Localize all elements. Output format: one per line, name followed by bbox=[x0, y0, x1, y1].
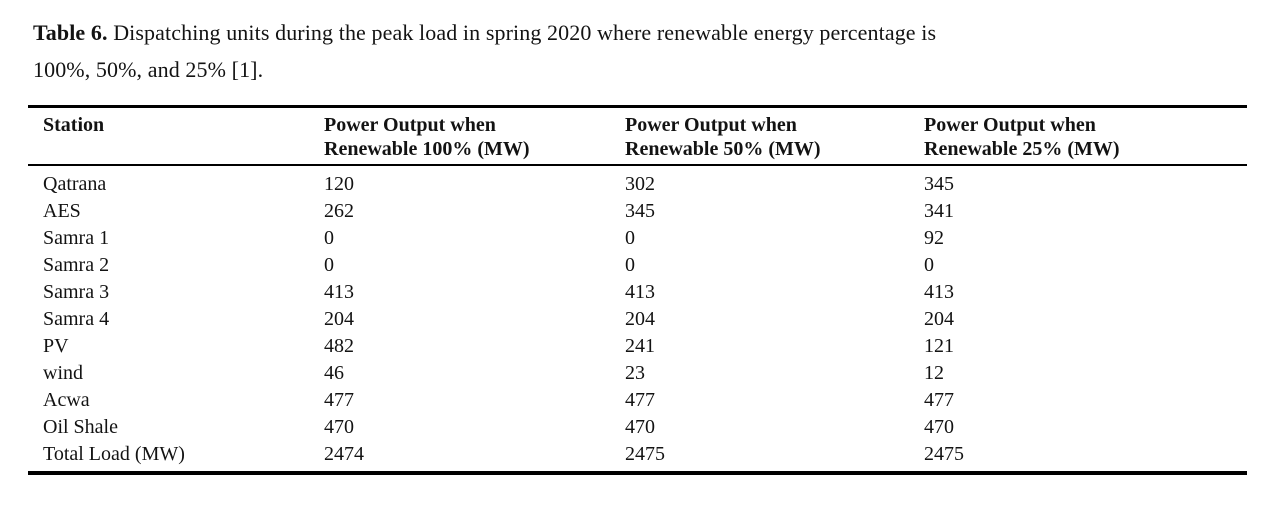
station-cell: Acwa bbox=[43, 389, 90, 411]
table-row: Oil Shale 470 470 470 bbox=[28, 414, 1247, 441]
station-cell: Samra 2 bbox=[43, 254, 110, 276]
value-cell: 204 bbox=[625, 308, 655, 330]
paper-page: Table 6. Dispatching units during the pe… bbox=[0, 14, 1287, 475]
value-cell: 0 bbox=[625, 254, 635, 276]
value-cell: 341 bbox=[924, 200, 954, 222]
col-header-renewable-50: Power Output when Renewable 50% (MW) bbox=[610, 106, 909, 166]
value-cell: 470 bbox=[625, 416, 655, 438]
table-caption: Table 6. Dispatching units during the pe… bbox=[33, 14, 1259, 88]
value-cell: 345 bbox=[924, 173, 954, 195]
table-row: AES 262 345 341 bbox=[28, 198, 1247, 225]
value-cell: 0 bbox=[924, 254, 934, 276]
table-row: Samra 3 413 413 413 bbox=[28, 279, 1247, 306]
value-cell: 477 bbox=[625, 389, 655, 411]
value-cell: 262 bbox=[324, 200, 354, 222]
table-row: Samra 4 204 204 204 bbox=[28, 306, 1247, 333]
station-cell: Samra 4 bbox=[43, 308, 110, 330]
station-cell: PV bbox=[43, 335, 69, 357]
station-cell: Total Load (MW) bbox=[43, 443, 185, 465]
table-header-row: Station Power Output when Renewable 100%… bbox=[28, 106, 1247, 166]
table-header: Station Power Output when Renewable 100%… bbox=[28, 106, 1247, 166]
value-cell: 0 bbox=[625, 227, 635, 249]
value-cell: 12 bbox=[924, 362, 944, 384]
value-cell: 413 bbox=[324, 281, 354, 303]
table-row: Acwa 477 477 477 bbox=[28, 387, 1247, 414]
table-row: wind 46 23 12 bbox=[28, 360, 1247, 387]
value-cell: 0 bbox=[324, 227, 334, 249]
value-cell: 470 bbox=[324, 416, 354, 438]
value-cell: 470 bbox=[924, 416, 954, 438]
value-cell: 204 bbox=[324, 308, 354, 330]
value-cell: 204 bbox=[924, 308, 954, 330]
station-cell: wind bbox=[43, 362, 83, 384]
col-header-station: Station bbox=[28, 106, 309, 166]
station-cell: AES bbox=[43, 200, 81, 222]
table-caption-line2: 100%, 50%, and 25% [1]. bbox=[33, 57, 264, 82]
value-cell: 2474 bbox=[324, 443, 364, 465]
station-cell: Samra 1 bbox=[43, 227, 110, 249]
value-cell: 0 bbox=[324, 254, 334, 276]
table-caption-line1: Dispatching units during the peak load i… bbox=[113, 20, 937, 45]
value-cell: 241 bbox=[625, 335, 655, 357]
table-row: PV 482 241 121 bbox=[28, 333, 1247, 360]
col-header-renewable-25: Power Output when Renewable 25% (MW) bbox=[909, 106, 1247, 166]
table-row: Samra 2 0 0 0 bbox=[28, 252, 1247, 279]
value-cell: 23 bbox=[625, 362, 645, 384]
dispatch-units-table: Station Power Output when Renewable 100%… bbox=[28, 105, 1247, 475]
value-cell: 121 bbox=[924, 335, 954, 357]
value-cell: 92 bbox=[924, 227, 944, 249]
value-cell: 46 bbox=[324, 362, 344, 384]
value-cell: 302 bbox=[625, 173, 655, 195]
station-cell: Samra 3 bbox=[43, 281, 110, 303]
table-row: Samra 1 0 0 92 bbox=[28, 225, 1247, 252]
value-cell: 413 bbox=[924, 281, 954, 303]
value-cell: 477 bbox=[924, 389, 954, 411]
col-header-renewable-100: Power Output when Renewable 100% (MW) bbox=[309, 106, 610, 166]
value-cell: 2475 bbox=[625, 443, 665, 465]
value-cell: 345 bbox=[625, 200, 655, 222]
value-cell: 120 bbox=[324, 173, 354, 195]
table-body: Qatrana 120 302 345 AES 262 345 341 Samra 1 0 0 92 S… bbox=[28, 165, 1247, 473]
station-cell: Oil Shale bbox=[43, 416, 118, 438]
table-row: Qatrana 120 302 345 bbox=[28, 165, 1247, 198]
table-caption-label: Table 6. bbox=[33, 20, 108, 45]
station-cell: Qatrana bbox=[43, 173, 107, 195]
table-row: Total Load (MW) 2474 2475 2475 bbox=[28, 441, 1247, 473]
value-cell: 2475 bbox=[924, 443, 964, 465]
value-cell: 413 bbox=[625, 281, 655, 303]
value-cell: 482 bbox=[324, 335, 354, 357]
value-cell: 477 bbox=[324, 389, 354, 411]
